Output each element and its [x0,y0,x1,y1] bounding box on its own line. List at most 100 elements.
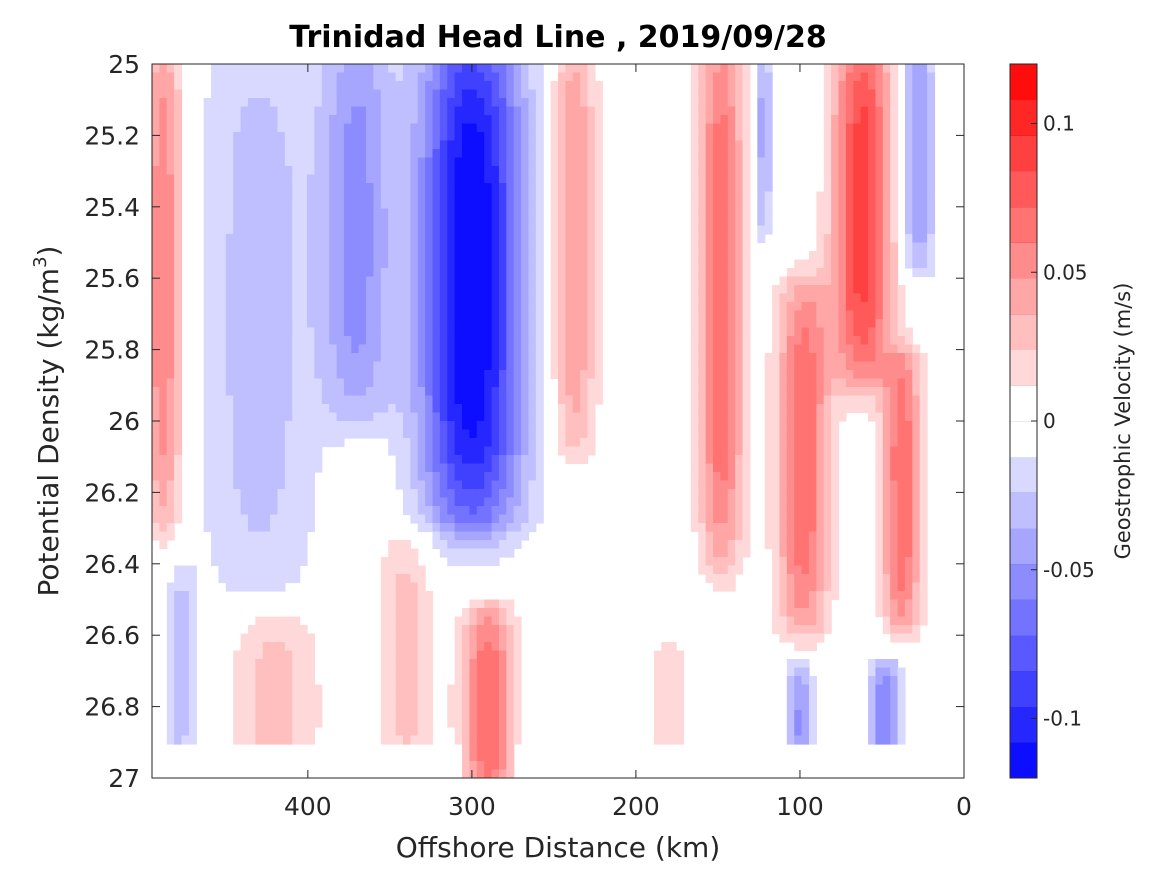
velocity-cell [299,174,308,184]
velocity-cell [868,727,877,737]
velocity-cell [329,149,338,159]
velocity-cell [358,81,367,91]
velocity-cell [410,353,419,363]
velocity-cell [491,659,500,669]
velocity-cell [808,633,817,643]
velocity-cell [425,608,434,618]
velocity-cell [366,106,375,116]
velocity-cell [388,353,397,363]
velocity-cell [491,523,500,533]
velocity-cell [343,404,352,414]
velocity-cell [439,310,448,320]
velocity-cell [211,183,220,193]
velocity-cell [698,191,707,201]
velocity-cell [402,98,411,108]
velocity-cell [831,191,840,201]
velocity-cell [292,149,301,159]
velocity-cell [462,497,471,507]
velocity-cell [705,132,714,142]
velocity-cell [439,225,448,235]
velocity-cell [447,523,456,533]
velocity-cell [764,115,773,125]
velocity-cell [284,446,293,456]
velocity-cell [484,191,493,201]
velocity-cell [469,693,478,703]
velocity-cell [476,387,485,397]
velocity-cell [174,259,183,269]
velocity-cell [823,421,832,431]
velocity-cell [506,259,515,269]
velocity-cell [351,149,360,159]
velocity-cell [417,625,426,635]
velocity-cell [823,285,832,295]
velocity-cell [240,735,249,745]
velocity-cell [720,89,729,99]
velocity-cell [233,327,242,337]
velocity-cell [823,191,832,201]
velocity-cell [476,72,485,82]
velocity-cell [425,599,434,609]
velocity-cell [587,412,596,422]
velocity-cell [402,608,411,618]
velocity-cell [262,455,271,465]
velocity-cell [402,565,411,575]
velocity-cell [454,234,463,244]
velocity-cell [307,157,315,167]
velocity-cell [292,293,301,303]
velocity-cell [270,684,279,694]
velocity-cell [469,744,478,754]
velocity-cell [484,149,493,159]
velocity-cell [713,157,721,167]
velocity-cell [373,149,382,159]
velocity-cell [506,293,515,303]
velocity-cell [255,115,264,125]
velocity-cell [831,149,840,159]
velocity-cell [402,336,411,346]
velocity-cell [580,310,589,320]
velocity-cell [816,302,825,312]
velocity-cell [594,259,603,269]
velocity-cell [720,429,729,439]
velocity-cell [676,693,685,703]
velocity-cell [284,251,293,261]
velocity-cell [218,327,227,337]
velocity-cell [255,565,264,575]
velocity-cell [425,395,434,405]
velocity-cell [270,132,279,142]
velocity-cell [742,336,751,346]
velocity-cell [521,81,530,91]
velocity-cell [860,336,869,346]
velocity-cell [366,89,375,99]
velocity-cell [299,438,308,448]
velocity-cell [218,140,227,150]
velocity-cell [203,302,212,312]
velocity-cell [262,81,271,91]
velocity-cell [565,98,574,108]
velocity-cell [366,429,375,439]
velocity-cell [484,659,493,669]
velocity-cell [299,659,308,669]
velocity-cell [454,353,463,363]
velocity-cell [270,166,279,176]
velocity-cell [491,625,500,635]
velocity-cell [299,166,308,176]
velocity-cell [314,251,323,261]
velocity-cell [247,463,256,473]
velocity-cell [373,268,382,278]
velocity-cell [462,370,471,380]
velocity-cell [152,353,160,363]
velocity-cell [875,378,884,388]
velocity-cell [277,132,286,142]
velocity-cell [211,259,220,269]
velocity-cell [402,650,411,660]
velocity-cell [299,259,308,269]
velocity-cell [845,72,854,82]
velocity-cell [439,344,448,354]
velocity-cell [321,123,330,133]
velocity-cell [225,251,234,261]
velocity-cell [402,293,411,303]
velocity-cell [860,310,869,320]
velocity-cell [247,276,256,286]
velocity-cell [735,225,744,235]
velocity-cell [211,157,220,167]
